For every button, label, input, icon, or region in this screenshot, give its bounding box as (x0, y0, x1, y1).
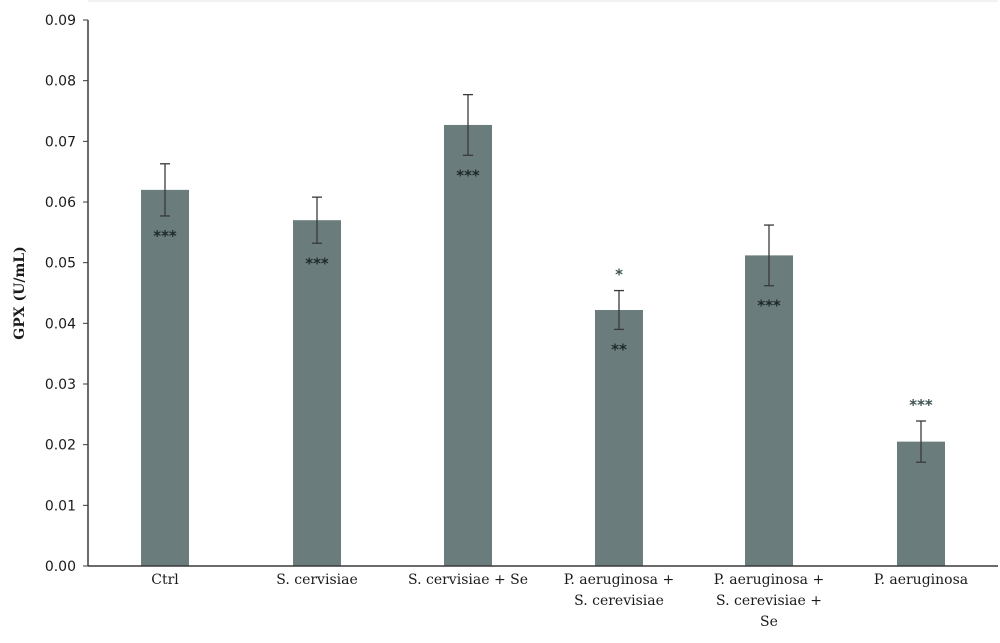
x-category-label: S. cervisiae (276, 572, 358, 588)
significance-mark-above: * (615, 266, 623, 284)
y-tick-label: 0.09 (45, 13, 76, 29)
significance-mark-inside: *** (305, 254, 329, 272)
y-tick-label: 0.07 (45, 134, 76, 150)
y-tick-label: 0.00 (45, 559, 76, 575)
bar (293, 220, 341, 566)
significance-mark-inside: ** (611, 340, 627, 358)
y-axis-title: GPX (U/mL) (12, 246, 28, 339)
significance-mark-inside: *** (456, 166, 480, 184)
bar (444, 124, 492, 566)
bar (141, 189, 189, 566)
x-category-label: P. aeruginosa + (714, 572, 824, 588)
bar (745, 255, 793, 567)
y-tick-label: 0.03 (45, 377, 76, 393)
bar (595, 309, 643, 566)
y-tick-label: 0.06 (45, 195, 76, 211)
y-tick-label: 0.02 (45, 438, 76, 454)
x-category-label: Ctrl (151, 572, 179, 588)
x-category-label: Se (760, 614, 778, 630)
y-tick-label: 0.08 (45, 74, 76, 90)
error-bars (160, 93, 926, 463)
x-category-label: S. cerevisiae + (716, 593, 822, 609)
x-category-label: S. cervisiae + Se (408, 572, 528, 588)
x-category-label: S. cerevisiae (574, 593, 664, 609)
y-axis-ticks: 0.00 0.01 0.02 0.03 0.04 0.05 0.06 0.07 0.08 0.09 (45, 13, 88, 575)
y-tick-label: 0.01 (45, 498, 76, 514)
bars (141, 124, 945, 567)
y-tick-label: 0.04 (45, 316, 76, 332)
significance-marks: ****************** (153, 166, 933, 414)
significance-mark-above: *** (909, 396, 933, 414)
x-category-label: P. aeruginosa (874, 572, 968, 588)
significance-mark-inside: *** (757, 297, 781, 315)
y-tick-label: 0.05 (45, 256, 76, 272)
significance-mark-inside: *** (153, 227, 177, 245)
x-category-label: P. aeruginosa + (564, 572, 674, 588)
x-axis-categories: Ctrl S. cervisiae S. cervisiae + Se P. aeru… (151, 572, 968, 630)
